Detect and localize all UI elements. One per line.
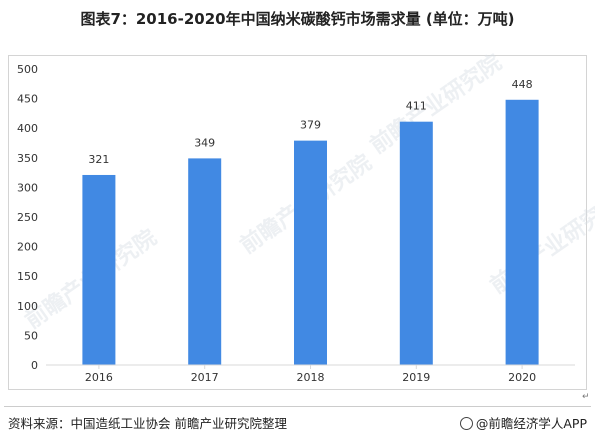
- y-tick-label: 400: [17, 122, 38, 135]
- x-tick-label: 2016: [85, 371, 113, 384]
- brand-logo-icon: [459, 417, 473, 430]
- y-tick-label: 500: [17, 63, 38, 76]
- bar-value-label: 411: [406, 100, 427, 113]
- bars-group: 321 349 379 411 448: [82, 78, 539, 365]
- x-tick-label: 2020: [508, 371, 536, 384]
- watermark-text: 前瞻产业研究院: [365, 49, 506, 159]
- watermark-text: 前瞻产业研究院: [485, 189, 595, 299]
- y-tick-label: 50: [24, 329, 38, 342]
- y-tick-label: 200: [17, 241, 38, 254]
- y-tick-label: 150: [17, 270, 38, 283]
- bar-value-label: 379: [300, 119, 321, 132]
- y-tick-label: 300: [17, 181, 38, 194]
- source-divider: [4, 406, 591, 407]
- x-tick-label: 2018: [297, 371, 325, 384]
- bar: [505, 99, 539, 365]
- chart-title: 图表7：2016-2020年中国纳米碳酸钙市场需求量 (单位：万吨): [80, 10, 515, 28]
- x-axis: 2016 2017 2018 2019 2020: [46, 364, 575, 384]
- bar: [399, 121, 433, 365]
- y-tick-label: 350: [17, 152, 38, 165]
- chart-frame: [8, 55, 587, 390]
- brand-label: @前瞻经济学人APP: [475, 416, 587, 431]
- y-axis: 0 50 100 150 200 250 300 350 400 450 500: [17, 63, 38, 372]
- y-tick-label: 100: [17, 300, 38, 313]
- return-mark: ↵: [582, 392, 590, 402]
- y-tick-label: 250: [17, 211, 38, 224]
- source-note: 资料来源：中国造纸工业协会 前瞻产业研究院整理: [8, 416, 287, 431]
- y-tick-label: 450: [17, 93, 38, 106]
- x-tick-label: 2017: [191, 371, 219, 384]
- bar-value-label: 349: [194, 136, 215, 149]
- bar: [294, 140, 327, 365]
- bar-value-label: 448: [512, 78, 533, 91]
- bar: [188, 158, 222, 365]
- bar-value-label: 321: [88, 153, 109, 166]
- bar: [82, 174, 116, 365]
- y-tick-label: 0: [31, 359, 38, 372]
- bar-chart: 前瞻产业研究院前瞻产业研究院前瞻产业研究院前瞻产业研究院 05010015020…: [17, 49, 595, 384]
- brand-tag: @前瞻经济学人APP: [459, 413, 587, 432]
- x-tick-label: 2019: [402, 371, 430, 384]
